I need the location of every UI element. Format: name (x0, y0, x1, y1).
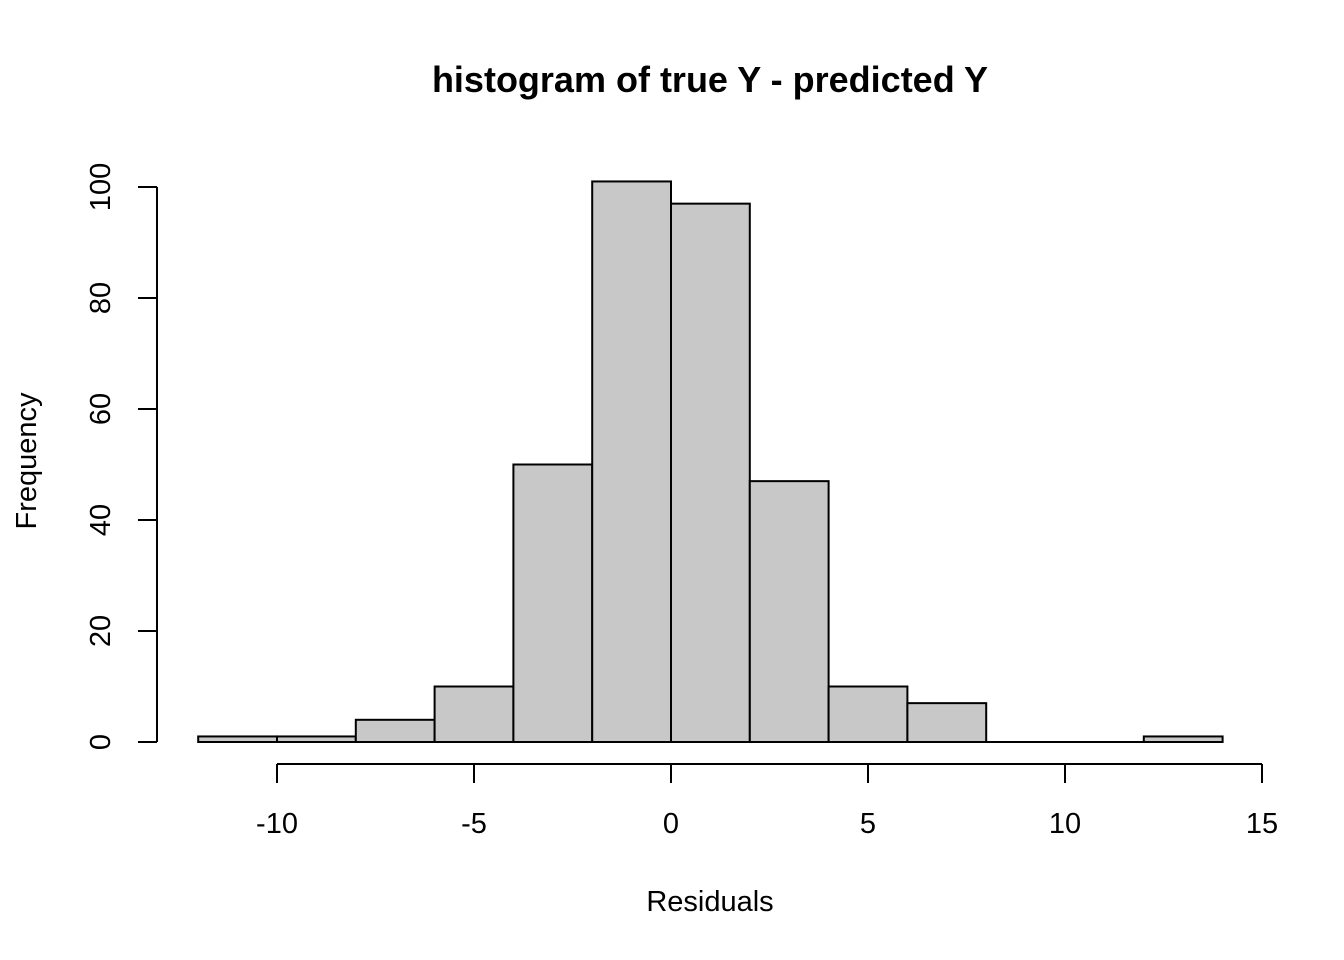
x-tick-label: 15 (1246, 808, 1278, 840)
x-tick-label: -5 (461, 808, 487, 840)
histogram-bar (670, 202, 751, 743)
y-tick-label: 80 (85, 282, 117, 314)
x-tick-label: 0 (663, 808, 679, 840)
x-axis-label: Residuals (646, 886, 773, 918)
y-axis-label: Frequency (11, 392, 43, 530)
x-tick-label: -10 (256, 808, 298, 840)
y-axis: 0 20 40 60 80 100 (85, 163, 158, 750)
chart-title: histogram of true Y - predicted Y (432, 59, 988, 100)
histogram-bar (276, 735, 357, 744)
histogram-bar (433, 685, 515, 743)
x-tick-label: 10 (1049, 808, 1081, 840)
x-tick-label: 5 (860, 808, 876, 840)
y-tick-label: 100 (85, 163, 117, 211)
histogram-bar (1142, 735, 1224, 744)
y-tick-label: 60 (85, 393, 117, 425)
bars-group (197, 180, 1224, 744)
x-axis: -10 -5 0 5 10 15 (256, 763, 1278, 840)
y-tick-label: 20 (85, 615, 117, 647)
histogram-bar (906, 702, 988, 744)
histogram-bar (748, 480, 830, 743)
histogram-bar (354, 718, 436, 743)
y-tick-label: 40 (85, 504, 117, 536)
histogram-bar (512, 463, 594, 743)
histogram-bar (591, 180, 673, 743)
histogram-bar (197, 735, 278, 744)
y-tick-label: 0 (85, 734, 117, 750)
histogram-bar (827, 685, 909, 743)
